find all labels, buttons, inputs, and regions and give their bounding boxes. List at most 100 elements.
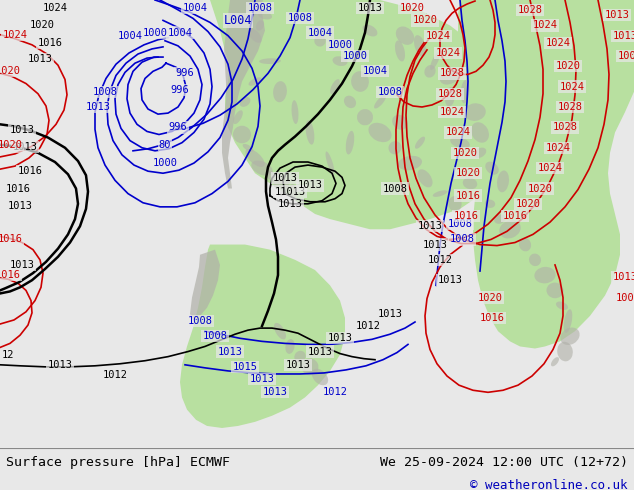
Text: 11013: 11013	[275, 187, 306, 196]
Ellipse shape	[564, 309, 573, 333]
Ellipse shape	[500, 220, 521, 239]
Text: 1013: 1013	[418, 221, 443, 231]
Ellipse shape	[557, 342, 573, 361]
Text: 1020: 1020	[455, 168, 481, 178]
Text: 1000: 1000	[153, 158, 178, 168]
Ellipse shape	[398, 156, 422, 171]
Text: Surface pressure [hPa] ECMWF: Surface pressure [hPa] ECMWF	[6, 456, 230, 469]
Ellipse shape	[259, 58, 281, 64]
Text: 1024: 1024	[425, 31, 451, 41]
Ellipse shape	[529, 253, 541, 266]
Text: 1013: 1013	[297, 180, 323, 191]
Text: 1004: 1004	[183, 3, 207, 13]
Text: 1016: 1016	[503, 211, 527, 221]
Text: 1013: 1013	[8, 201, 32, 211]
Ellipse shape	[415, 137, 425, 149]
Text: 1008: 1008	[377, 87, 403, 97]
Text: 1013: 1013	[217, 346, 242, 357]
Text: © weatheronline.co.uk: © weatheronline.co.uk	[470, 479, 628, 490]
Ellipse shape	[346, 131, 354, 154]
Ellipse shape	[471, 122, 489, 143]
Ellipse shape	[312, 369, 328, 385]
Ellipse shape	[251, 161, 273, 176]
Text: 1013: 1013	[86, 102, 110, 112]
Text: 1008: 1008	[202, 331, 228, 341]
Text: 1013: 1013	[358, 3, 382, 13]
Text: 1024: 1024	[439, 107, 465, 117]
Ellipse shape	[556, 301, 568, 310]
Text: 1008: 1008	[618, 51, 634, 61]
Text: 1016: 1016	[453, 211, 479, 221]
Text: 1013: 1013	[10, 260, 34, 270]
Text: 1012: 1012	[427, 255, 453, 265]
Text: 1013: 1013	[27, 54, 53, 64]
Ellipse shape	[368, 123, 392, 142]
Text: 1008: 1008	[287, 13, 313, 24]
Ellipse shape	[240, 97, 250, 107]
Ellipse shape	[243, 144, 254, 151]
Ellipse shape	[253, 0, 263, 16]
Ellipse shape	[474, 147, 486, 158]
Ellipse shape	[273, 173, 283, 190]
Polygon shape	[222, 0, 265, 189]
Ellipse shape	[395, 41, 405, 61]
Ellipse shape	[414, 35, 426, 56]
Ellipse shape	[233, 126, 251, 143]
Text: 1013: 1013	[262, 387, 287, 397]
Text: 1012: 1012	[103, 370, 127, 380]
Text: 1004: 1004	[167, 27, 193, 38]
Text: L004: L004	[224, 14, 252, 27]
Text: 1020: 1020	[453, 148, 477, 158]
Ellipse shape	[450, 137, 470, 148]
Text: 80: 80	[158, 140, 171, 149]
Ellipse shape	[463, 178, 477, 189]
Ellipse shape	[485, 162, 499, 174]
Text: 1013: 1013	[437, 275, 462, 285]
Ellipse shape	[325, 151, 335, 174]
Ellipse shape	[258, 11, 272, 20]
Ellipse shape	[389, 141, 401, 154]
Text: 1016: 1016	[455, 191, 481, 200]
Ellipse shape	[448, 196, 462, 212]
Text: 1013: 1013	[13, 142, 37, 152]
Ellipse shape	[274, 323, 286, 340]
Ellipse shape	[306, 120, 314, 145]
Text: 1013: 1013	[422, 240, 448, 249]
Ellipse shape	[534, 267, 555, 283]
Text: 1008: 1008	[616, 293, 634, 302]
Text: 1004: 1004	[117, 31, 143, 41]
Text: 1016: 1016	[6, 184, 30, 194]
Text: 1020: 1020	[399, 3, 425, 13]
Ellipse shape	[464, 103, 486, 121]
Text: 1024: 1024	[533, 21, 557, 30]
Text: 1013: 1013	[278, 199, 302, 209]
Text: 1000: 1000	[328, 40, 353, 50]
Text: 1013: 1013	[285, 360, 311, 370]
Ellipse shape	[461, 80, 469, 103]
Ellipse shape	[302, 358, 318, 375]
Text: 1020: 1020	[477, 293, 503, 302]
Text: 1024: 1024	[436, 48, 460, 58]
Text: 1012: 1012	[356, 321, 380, 331]
Text: 1008: 1008	[382, 184, 408, 194]
Text: 1013: 1013	[377, 309, 403, 319]
Text: 1013: 1013	[612, 31, 634, 41]
Ellipse shape	[392, 115, 408, 130]
Text: 1013: 1013	[273, 173, 297, 183]
Text: 1028: 1028	[557, 102, 583, 112]
Text: 1013: 1013	[10, 125, 34, 135]
Text: 1016: 1016	[37, 38, 63, 48]
Ellipse shape	[396, 26, 414, 45]
Ellipse shape	[519, 238, 531, 251]
Ellipse shape	[357, 109, 373, 125]
Ellipse shape	[330, 79, 340, 94]
Polygon shape	[190, 249, 220, 321]
Text: 1024: 1024	[446, 127, 470, 138]
Ellipse shape	[560, 327, 579, 345]
Text: 1004: 1004	[363, 66, 387, 76]
Ellipse shape	[249, 77, 261, 86]
Text: 1013: 1013	[612, 272, 634, 282]
Ellipse shape	[245, 149, 264, 167]
Text: 1004: 1004	[307, 27, 332, 38]
Ellipse shape	[280, 178, 290, 196]
